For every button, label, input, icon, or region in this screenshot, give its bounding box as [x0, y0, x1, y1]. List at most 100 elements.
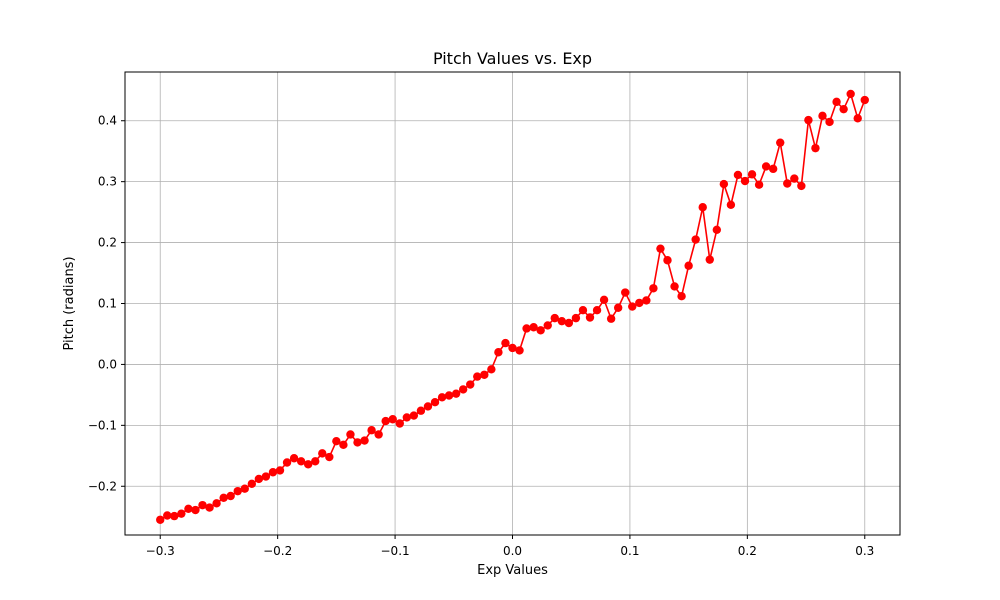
data-point	[628, 302, 637, 311]
data-point	[177, 509, 186, 518]
data-point	[437, 393, 447, 402]
data-point	[367, 426, 376, 435]
data-point	[599, 295, 609, 305]
data-point	[458, 385, 468, 394]
data-point	[360, 436, 369, 445]
data-point	[635, 298, 644, 308]
data-point	[430, 397, 440, 407]
data-point	[606, 314, 616, 323]
data-point	[613, 303, 623, 312]
data-point	[240, 484, 249, 493]
data-point	[353, 438, 362, 447]
data-point	[289, 454, 299, 463]
data-point	[480, 370, 489, 379]
series-line	[156, 89, 869, 524]
data-point	[318, 449, 327, 458]
data-point	[451, 389, 461, 398]
data-point	[790, 174, 799, 183]
data-point	[466, 380, 475, 389]
data-point	[487, 365, 496, 374]
data-point	[444, 391, 454, 400]
data-point	[719, 179, 729, 189]
data-point	[473, 372, 482, 381]
y-tick-label: −0.1	[88, 418, 117, 432]
x-tick-label: −0.3	[146, 544, 175, 558]
y-tick-label: 0.3	[98, 175, 117, 189]
data-point	[395, 419, 404, 428]
data-point	[191, 505, 200, 515]
data-point	[374, 430, 383, 439]
data-point	[423, 402, 433, 411]
data-point	[522, 324, 531, 333]
data-point	[705, 255, 714, 264]
data-point	[205, 503, 214, 512]
data-point	[494, 348, 503, 357]
data-point	[261, 472, 271, 481]
data-point	[282, 458, 292, 467]
data-point	[853, 114, 862, 123]
data-point	[656, 244, 665, 253]
data-point	[233, 486, 242, 496]
data-point	[642, 296, 651, 305]
data-point	[698, 203, 707, 212]
x-axis-label: Exp Values	[477, 563, 548, 578]
data-point	[311, 457, 320, 466]
data-point	[163, 511, 172, 520]
data-point	[571, 313, 581, 323]
data-point	[592, 306, 602, 315]
data-point	[501, 338, 510, 348]
data-point	[381, 416, 390, 426]
data-point	[747, 170, 757, 179]
data-point	[585, 313, 595, 322]
data-point	[219, 493, 228, 503]
data-point	[804, 115, 813, 125]
x-tick-label: 0.3	[855, 544, 874, 558]
data-point	[515, 346, 524, 355]
data-point	[550, 313, 559, 323]
data-point	[275, 466, 285, 475]
data-point	[860, 95, 869, 105]
data-point	[825, 117, 834, 127]
x-tick-label: −0.1	[381, 544, 410, 558]
data-point	[578, 306, 588, 315]
data-point	[768, 164, 778, 174]
data-point	[303, 460, 313, 469]
data-point	[226, 491, 235, 501]
data-point	[754, 180, 764, 189]
data-point	[402, 413, 412, 422]
data-point	[564, 318, 574, 328]
y-axis-label: Pitch (radians)	[62, 256, 77, 350]
y-tick-label: −0.2	[88, 479, 117, 493]
x-axis: −0.3 −0.2 −0.1 0.0 0.1 0.2 0.3	[146, 535, 874, 558]
grid	[125, 72, 900, 535]
data-point	[684, 261, 693, 270]
data-point	[254, 474, 264, 484]
data-point	[761, 162, 771, 171]
data-point	[811, 143, 820, 153]
data-point	[268, 468, 278, 477]
data-point	[832, 97, 841, 107]
y-axis: −0.2 −0.1 0.0 0.1 0.2 0.3 0.4	[88, 114, 125, 493]
data-point	[543, 321, 552, 330]
y-tick-label: 0.0	[98, 357, 117, 371]
data-point	[346, 430, 355, 439]
data-point	[409, 411, 419, 420]
data-point	[783, 179, 792, 188]
data-point	[339, 440, 348, 450]
data-point	[508, 343, 517, 353]
y-tick-label: 0.4	[98, 114, 117, 128]
x-tick-label: 0.0	[503, 544, 522, 558]
data-point	[726, 200, 736, 210]
data-point	[740, 176, 750, 186]
data-point	[733, 170, 743, 180]
data-point	[649, 284, 658, 293]
data-point	[184, 504, 193, 513]
x-tick-label: 0.1	[620, 544, 639, 558]
data-point	[839, 104, 848, 114]
data-point	[691, 235, 700, 244]
data-point	[170, 511, 179, 521]
data-point	[325, 452, 334, 462]
data-point	[621, 288, 630, 297]
data-point	[296, 457, 306, 466]
